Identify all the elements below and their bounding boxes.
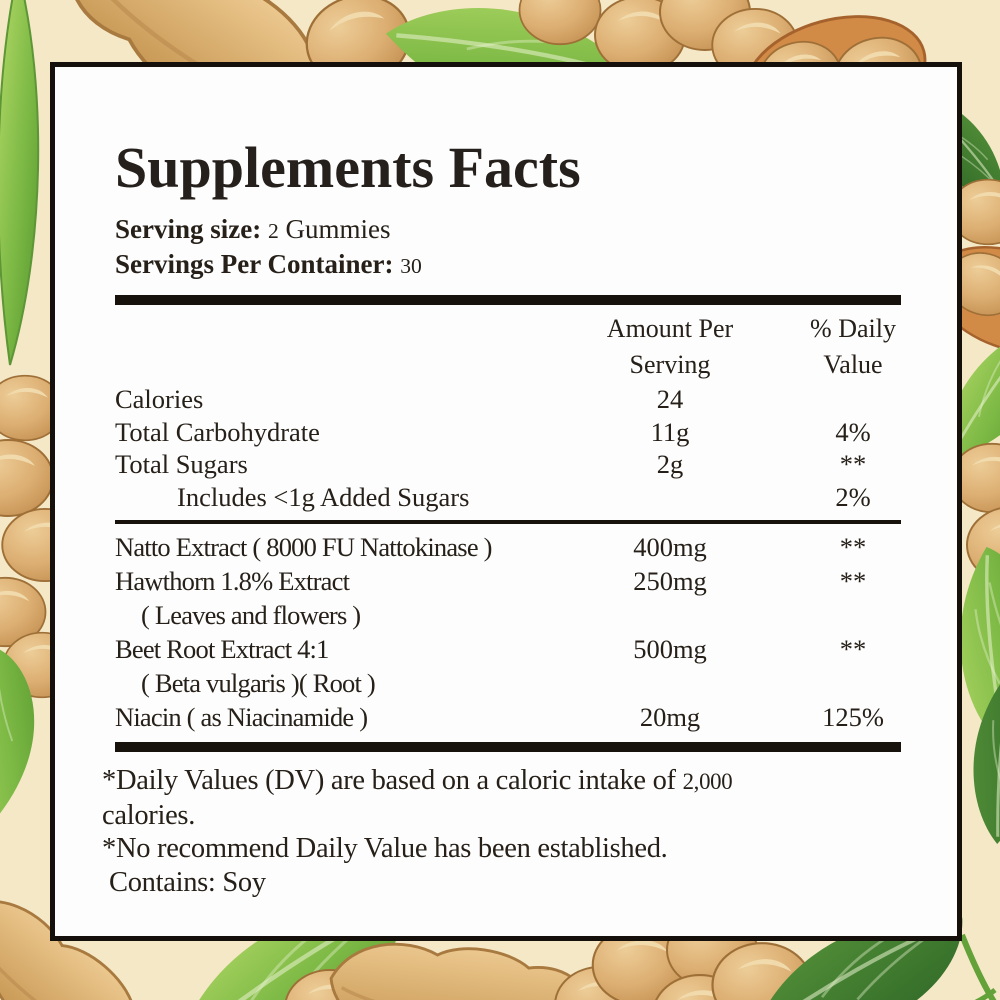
table-row: Calories 24 <box>115 384 684 414</box>
servings-per-container-line: Servings Per Container: 30 <box>115 248 931 283</box>
table-row: Niacin ( as Niacinamide ) 20mg 125% <box>115 702 884 732</box>
serving-size-line: Serving size: 2 Gummies <box>115 213 931 248</box>
table-row: ( Leaves and flowers ) <box>141 600 361 630</box>
table-row: Total Carbohydrate 11g 4% <box>115 416 871 447</box>
table-row: Beet Root Extract 4:1 500mg ** <box>115 634 867 664</box>
left-border-illustrations <box>0 0 89 822</box>
table-header-row: Amount Per Serving % Daily Value <box>115 305 931 383</box>
table-row: Total Sugars 2g ** <box>115 449 867 479</box>
thick-rule <box>115 295 901 305</box>
footnotes: *Daily Values (DV) are based on a calori… <box>102 764 931 899</box>
daily-value-footnote-continued: calories. <box>102 799 196 831</box>
daily-value-header: % Daily Value <box>810 314 896 379</box>
serving-size-qty: 2 <box>267 219 279 243</box>
stem-illustration <box>959 933 997 1000</box>
table-row: Hawthorn 1.8% Extract 250mg ** <box>115 566 867 596</box>
stem-illustration <box>974 988 997 1000</box>
amount-per-serving-header: Amount Per Serving <box>606 314 734 379</box>
servings-per-container-value: 30 <box>400 254 422 278</box>
serving-size-unit: Gummies <box>285 214 391 244</box>
thin-rule <box>115 520 901 524</box>
soybean-illustration <box>0 439 54 517</box>
no-recommendation-footnote: *No recommend Daily Value has been estab… <box>102 833 668 864</box>
servings-per-container-label: Servings Per Container: <box>115 249 394 279</box>
table-row: Includes <1g Added Sugars 2% <box>177 481 871 512</box>
bottom-border-illustrations <box>0 872 997 1000</box>
supplement-facts-panel: Supplements Facts Serving size: 2 Gummie… <box>50 62 962 941</box>
table-row: Natto Extract ( 8000 FU Nattokinase ) 40… <box>115 532 867 562</box>
green-pod-illustration <box>0 0 40 366</box>
page-title: Supplements Facts <box>115 135 581 200</box>
serving-size-label: Serving size: <box>115 214 262 244</box>
thick-rule <box>115 742 901 752</box>
header-spacer <box>115 311 570 383</box>
daily-value-footnote: *Daily Values (DV) are based on a calori… <box>102 765 733 796</box>
contains-allergen-note: Contains: Soy <box>109 866 266 898</box>
table-row: ( Beta vulgaris )( Root ) <box>141 668 376 698</box>
